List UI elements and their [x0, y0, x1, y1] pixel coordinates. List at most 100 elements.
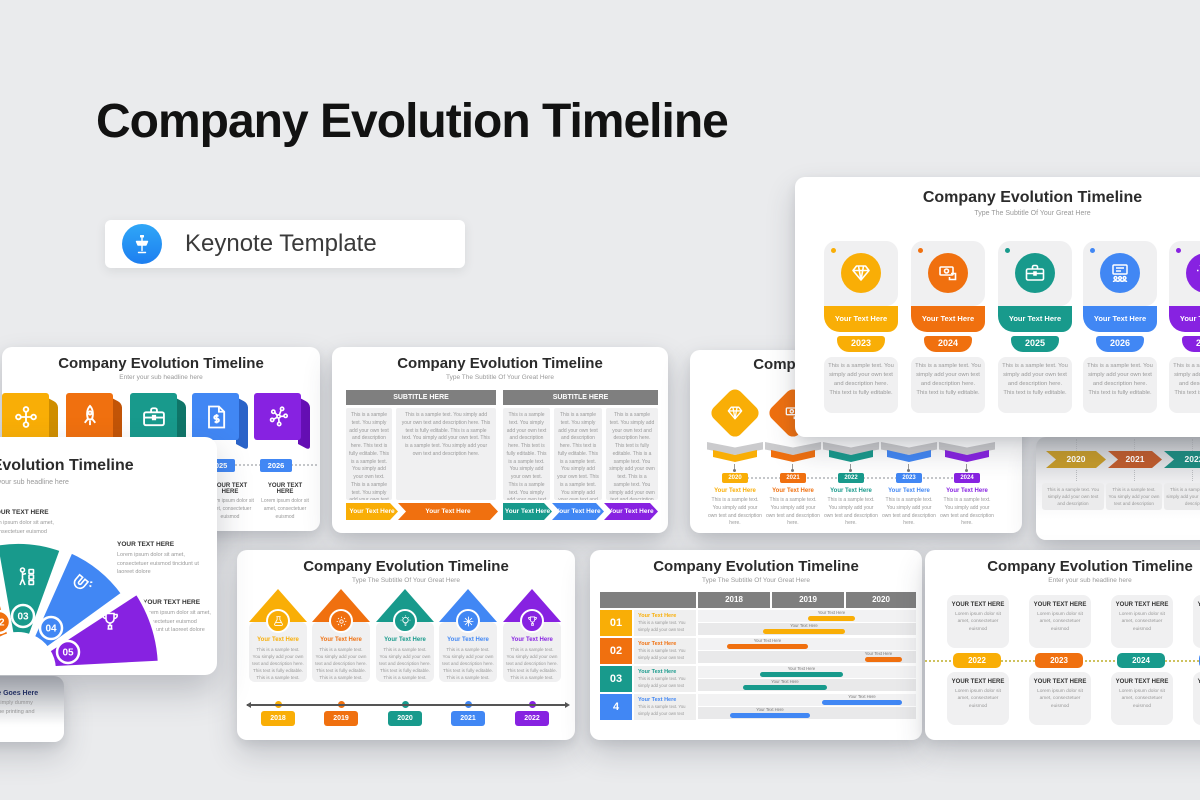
gantt-bar — [763, 629, 845, 634]
pennant-column: Your Text Here This is a sample text. Yo… — [439, 589, 497, 726]
briefcase-icon — [1023, 261, 1047, 285]
idea-icon — [393, 609, 417, 633]
arrow-banner: Your Text Here — [503, 503, 552, 520]
gantt-row: 02 Your Text Here This is a sample text.… — [600, 638, 916, 664]
card-label: Your Text Here — [1083, 306, 1157, 332]
gantt-header-blank — [600, 592, 696, 608]
column-body: This is a sample text. You simply add yo… — [379, 647, 431, 680]
step-number: 02 — [0, 618, 5, 629]
slide-title: Company Evolution Timeline — [0, 457, 134, 474]
mini-line: is simply dummy — [0, 700, 33, 706]
row-number: 03 — [600, 666, 632, 692]
dotted-connector — [1134, 439, 1135, 451]
year-tab: 2027 — [1182, 336, 1200, 352]
column-label: Your Text Here — [888, 488, 930, 494]
gantt-bar — [730, 713, 810, 718]
dotted-connector — [1076, 470, 1077, 481]
arrow-banner: Your Text Here — [604, 503, 658, 520]
corner-dot — [1005, 248, 1010, 253]
mini-title: Title Goes Here — [0, 690, 39, 697]
gantt-bar — [822, 700, 902, 705]
text-column: This is a sample text. You simply add yo… — [503, 408, 550, 500]
text-block: YOUR TEXT HERE Lorem ipsum dolor sit ame… — [0, 509, 54, 535]
slide-year-cards[interactable]: Company Evolution Timeline Enter your su… — [925, 550, 1200, 740]
slide-subtitle: Type The Subtitle Of Your Great Here — [446, 374, 554, 381]
year-tab: 2024 — [924, 336, 972, 352]
row-number: 01 — [600, 610, 632, 636]
year-pill: 2026 — [260, 459, 292, 472]
cube-teamwork — [2, 393, 58, 451]
row-label: Your Text Here — [638, 697, 677, 703]
text-column: This is a sample text. You simply add yo… — [346, 408, 392, 500]
column-label: Your Text Here — [447, 637, 489, 643]
column-label: Your Text Here — [772, 488, 814, 494]
icon-card: Your Text Here 2025 This is a sample tex… — [998, 241, 1072, 413]
fan-step-circles: 02 03 04 05 — [0, 603, 81, 665]
pennant-column: Your Text Here This is a sample text. Yo… — [249, 589, 307, 726]
idea-icon — [1194, 261, 1200, 285]
year-tag: 2019 — [324, 711, 358, 726]
row-label: Your Text Here — [638, 613, 677, 619]
text-card: YOUR TEXT HERE Lorem ipsum dolor sit ame… — [1029, 672, 1091, 725]
ribbon-year: 2021 — [1108, 451, 1162, 468]
mini-line: of the printing and — [0, 708, 35, 715]
row-label: Your Text Here — [638, 669, 677, 675]
corner-dot — [831, 248, 836, 253]
dotted-connector — [1076, 439, 1077, 451]
card-label: Your Text Here — [911, 306, 985, 332]
year-tag: 2022 — [515, 711, 549, 726]
bar-label: Your Text Here — [848, 694, 876, 699]
slide-icon-cards[interactable]: Company Evolution Timeline Type The Subt… — [795, 177, 1200, 437]
row-number: 4 — [600, 694, 632, 720]
diamond-shape — [708, 386, 762, 440]
year-pill: 2020 — [722, 473, 748, 483]
cube-brain — [254, 393, 310, 451]
gantt-bar — [760, 672, 843, 677]
column-body: This is a sample text. You simply add yo… — [882, 497, 936, 527]
text-block: YOUR TEXT HERE Lorem ipsum dolor sit ame… — [143, 599, 211, 634]
bar-label: Your Text Here — [787, 666, 816, 671]
pennant-column: Your Text Here This is a sample text. Yo… — [312, 589, 370, 726]
corner-dot — [1090, 248, 1095, 253]
column-body: This is a sample text. You simply add yo… — [442, 647, 494, 680]
slide-subtitle: Type The Subtitle Of Your Great Here — [702, 577, 810, 584]
row-sub: This is a sample text. You simply add yo… — [638, 676, 686, 688]
timeline-column: 2021 Your Text Here This is a sample tex… — [765, 350, 821, 533]
corner-dot — [1176, 248, 1181, 253]
slide-pennants[interactable]: Company Evolution Timeline Type The Subt… — [237, 550, 575, 740]
cube-briefcase — [130, 393, 186, 451]
briefcase-icon — [140, 403, 168, 431]
gantt-row: 4 Your Text Here This is a sample text. … — [600, 694, 916, 720]
column-label: Your Text Here — [830, 488, 872, 494]
slide-title-goes-here[interactable]: Title Goes Here is simply dummy of the p… — [0, 676, 64, 742]
arrow-banner: Your Text Here — [398, 503, 498, 520]
bar-label: Your Text Here — [771, 679, 799, 684]
year-pill: 2023 — [1035, 653, 1083, 668]
ribbon-year: 2020 — [1046, 451, 1106, 468]
slide-title: Company Evolution Timeline — [58, 355, 264, 372]
text-card: YOUR TEXT HERE Lorem ipsum dolor sit ame… — [1193, 672, 1200, 725]
year-pill: 2024 — [1117, 653, 1165, 668]
ribbon-year: 2022 — [1164, 451, 1200, 468]
keynote-badge[interactable]: Keynote Template — [105, 220, 465, 268]
slide-ribbons[interactable]: 2020 2021 2022 This is a sample text. Yo… — [1036, 437, 1200, 540]
slide-fan[interactable]: Company Evolution Timeline Enter your su… — [0, 437, 217, 675]
bar-label: Your Text Here — [864, 651, 893, 656]
step-number: 04 — [45, 624, 57, 635]
text-card: YOUR TEXT HERE Lorem ipsum dolor sit ame… — [1029, 595, 1091, 648]
slide-title: Company Evolution Timeline — [653, 558, 859, 575]
row-sub: This is a sample text. You simply add yo… — [638, 648, 686, 660]
diamond-icon — [849, 261, 873, 285]
dotted-connector — [1134, 470, 1135, 481]
icon-card: Your Text Here 2026 This is a sample tex… — [1083, 241, 1157, 413]
row-sub: This is a sample text. You simply add yo… — [638, 620, 686, 632]
year-tab: 2026 — [1096, 336, 1144, 352]
snowflake-icon — [456, 609, 480, 633]
corner-dot — [918, 248, 923, 253]
slide-gantt[interactable]: Company Evolution Timeline Type The Subt… — [590, 550, 922, 740]
year-pill: 2022 — [838, 473, 864, 483]
slide-subtitle-columns[interactable]: Company Evolution Timeline Type The Subt… — [332, 347, 668, 533]
arrow-banner: Your Text Here — [552, 503, 604, 520]
column-label: Your Text Here — [714, 488, 756, 494]
pennant-column: Your Text Here This is a sample text. Yo… — [503, 589, 561, 726]
